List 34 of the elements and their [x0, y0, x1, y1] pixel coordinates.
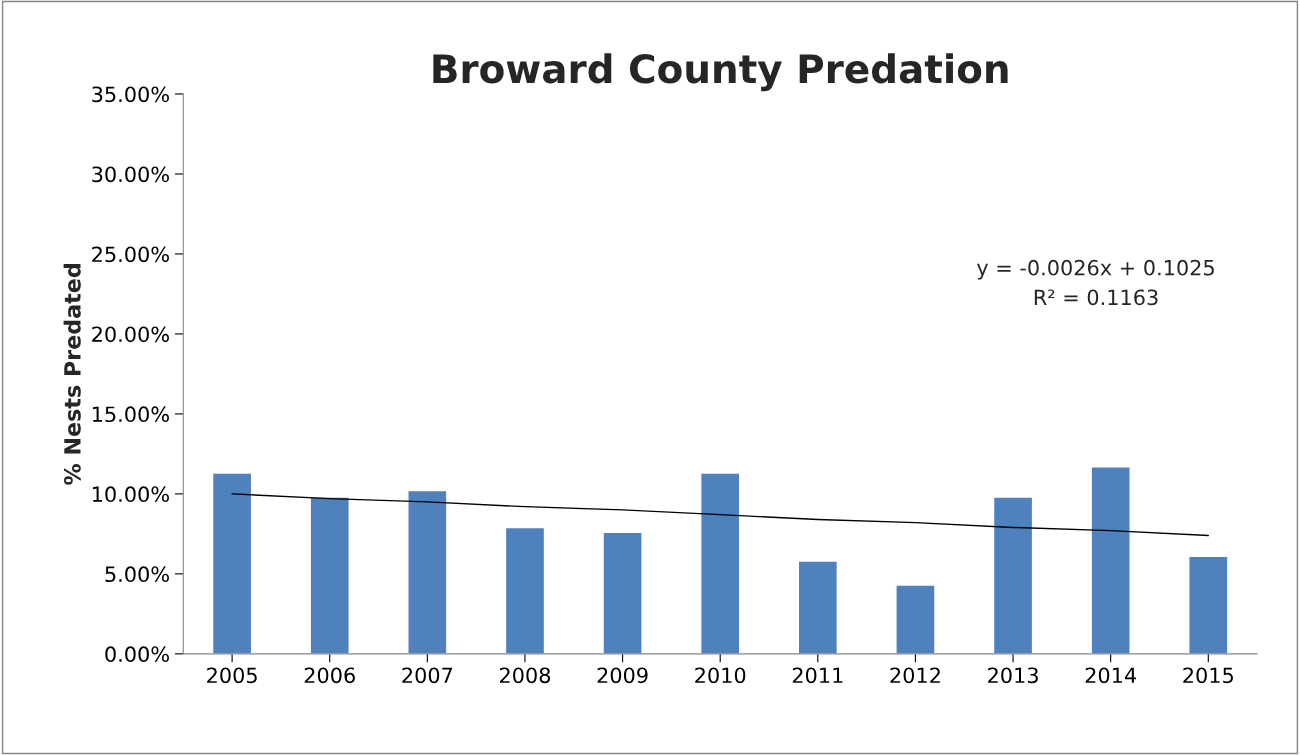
y-tick-label: 25.00%: [92, 246, 169, 263]
bar: [992, 496, 1034, 654]
y-tick-label: 20.00%: [92, 326, 169, 343]
bar: [1090, 465, 1131, 654]
x-tick-label: 2015: [1183, 667, 1233, 684]
bar: [211, 472, 253, 654]
x-tick-label: 2013: [988, 667, 1038, 684]
y-tick-label: 30.00%: [92, 166, 169, 183]
line-series: [231, 493, 1209, 537]
x-tick-label: 2008: [499, 667, 551, 684]
bar: [699, 472, 741, 654]
y-tick-label: 10.00%: [92, 486, 169, 503]
bar: [602, 531, 643, 654]
x-tick-label: 2011: [792, 667, 843, 684]
x-tick-label: 2009: [597, 667, 648, 684]
y-tick-label: 5.00%: [105, 566, 169, 583]
bar: [504, 526, 546, 654]
chart-title: Broward County Predation: [433, 53, 1008, 92]
bar: [1188, 555, 1229, 654]
bar: [309, 496, 350, 654]
bar: [407, 489, 448, 654]
y-tick-label: 35.00%: [92, 86, 169, 103]
x-tick-label: 2014: [1085, 667, 1137, 684]
x-tick-label: 2012: [890, 667, 940, 684]
y-tick-label: 0.00%: [105, 646, 169, 663]
bar: [895, 584, 936, 654]
annotation: y = -0.0026x + 0.1025 R² = 0.1163: [976, 259, 1214, 306]
x-tick-label: 2010: [695, 667, 746, 684]
x-tick-label: 2005: [207, 667, 257, 684]
y-tick-label: 15.00%: [92, 406, 169, 423]
x-tick-label: 2006: [304, 667, 355, 684]
x-tick-label: 2007: [402, 667, 453, 684]
y-axis-title: % Nests Predated: [63, 264, 81, 485]
bar: [797, 560, 839, 654]
